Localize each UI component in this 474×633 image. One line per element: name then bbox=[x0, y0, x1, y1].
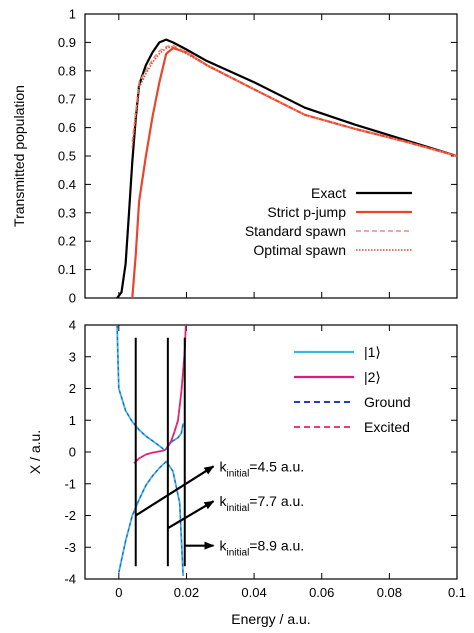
bottom-x-tick-label: 0.1 bbox=[448, 585, 466, 600]
bottom-series-1-curve-0 bbox=[133, 449, 165, 464]
annotation-label-0: kinitial=4.5 a.u. bbox=[220, 458, 305, 479]
bottom-series-group bbox=[116, 324, 187, 576]
top-y-axis-label: Transmitted population bbox=[11, 85, 27, 227]
bottom-series-0-curve-2 bbox=[117, 460, 184, 576]
bottom-y-tick-label: 4 bbox=[69, 318, 76, 333]
top-y-tick-label: 1 bbox=[69, 7, 76, 22]
top-series-line-2 bbox=[131, 44, 458, 157]
top-y-tick-label: 0.1 bbox=[58, 262, 76, 277]
top-series-group bbox=[116, 38, 458, 299]
top-series-line-1 bbox=[131, 46, 458, 299]
top-y-tick-label: 0.9 bbox=[58, 35, 76, 50]
top-series-line-3 bbox=[131, 45, 458, 157]
legend-label-optimal-spawn: Optimal spawn bbox=[253, 242, 346, 258]
bottom-series-0-curve-0 bbox=[116, 324, 166, 452]
bottom-x-tick-label: 0.04 bbox=[241, 585, 266, 600]
bottom-overlay-1-curve-0 bbox=[133, 449, 165, 464]
annotation-arrow-0 bbox=[135, 465, 215, 517]
bottom-x-tick-label: 0.08 bbox=[377, 585, 402, 600]
legend-label-state1: |1⟩ bbox=[364, 344, 381, 360]
legend-label-standard-spawn: Standard spawn bbox=[245, 223, 346, 239]
bottom-series-1-curve-1 bbox=[165, 324, 187, 450]
bottom-chart: -4 -3 -2 -1 0 1 2 3 4 0 0.02 0.04 0.06 0.08 0.1 kinit… bbox=[27, 318, 466, 628]
bottom-y-tick-label: 2 bbox=[69, 381, 76, 396]
annotation-label-1: kinitial=7.7 a.u. bbox=[220, 493, 305, 514]
bottom-overlay-0-curve-2 bbox=[118, 460, 184, 576]
bottom-y-tick-label: 1 bbox=[69, 413, 76, 428]
top-y-tick-label: 0.7 bbox=[58, 92, 76, 107]
bottom-y-tick-label: 0 bbox=[69, 445, 76, 460]
top-y-tick-label: 0.8 bbox=[58, 63, 76, 78]
annotation-label-2: kinitial=8.9 a.u. bbox=[220, 538, 305, 559]
bottom-y-tick-label: 3 bbox=[69, 349, 76, 364]
top-y-ticks: 0 0.1 0.2 0.3 0.4 0.5 0.6 0.7 0.8 0.9 1 bbox=[58, 7, 458, 306]
bottom-annotations: kinitial=4.5 a.u. kinitial=7.7 a.u. kiniti… bbox=[135, 458, 305, 559]
bottom-x-tick-label: 0.06 bbox=[309, 585, 334, 600]
top-y-tick-label: 0 bbox=[69, 291, 76, 306]
bottom-x-axis-label: Energy / a.u. bbox=[231, 611, 310, 627]
bottom-x-tick-label: 0 bbox=[115, 585, 122, 600]
top-legend: Exact Strict p-jump Standard spawn Optim… bbox=[245, 185, 412, 258]
bottom-y-tick-label: -4 bbox=[64, 572, 76, 587]
top-y-tick-label: 0.5 bbox=[58, 149, 76, 164]
bottom-x-ticks: 0 0.02 0.04 0.06 0.08 0.1 bbox=[115, 325, 466, 600]
annotation-arrow-1 bbox=[167, 500, 215, 530]
top-y-tick-label: 0.4 bbox=[58, 177, 76, 192]
legend-label-exact: Exact bbox=[311, 185, 346, 201]
top-y-tick-label: 0.6 bbox=[58, 120, 76, 135]
top-series-line-0 bbox=[116, 38, 458, 299]
top-y-tick-label: 0.2 bbox=[58, 234, 76, 249]
bottom-y-axis-label: X / a.u. bbox=[27, 430, 43, 474]
legend-label-state2: |2⟩ bbox=[364, 369, 381, 385]
legend-label-ground: Ground bbox=[364, 394, 411, 410]
top-y-tick-label: 0.3 bbox=[58, 205, 76, 220]
legend-label-excited: Excited bbox=[364, 419, 410, 435]
top-chart: 0 0.1 0.2 0.3 0.4 0.5 0.6 0.7 0.8 0.9 1 Transmitte… bbox=[11, 7, 458, 306]
bottom-x-tick-label: 0.02 bbox=[174, 585, 199, 600]
bottom-y-ticks: -4 -3 -2 -1 0 1 2 3 4 bbox=[64, 318, 457, 587]
bottom-y-tick-label: -1 bbox=[64, 476, 76, 491]
bottom-overlay-1-curve-1 bbox=[165, 324, 187, 450]
bottom-y-tick-label: -3 bbox=[64, 540, 76, 555]
bottom-y-tick-label: -2 bbox=[64, 508, 76, 523]
legend-label-strict-pjump: Strict p-jump bbox=[267, 204, 346, 220]
bottom-legend: |1⟩ |2⟩ Ground Excited bbox=[294, 344, 411, 435]
